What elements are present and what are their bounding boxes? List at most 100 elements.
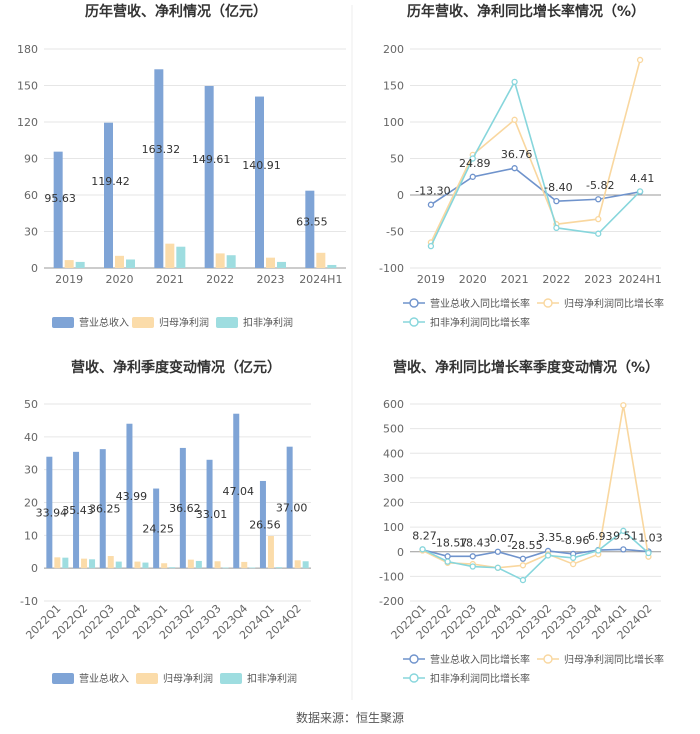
bar (73, 451, 80, 569)
data-label: 3.35 (538, 531, 563, 544)
point (511, 78, 518, 85)
point (469, 173, 476, 180)
y-tick-label: 150 (383, 80, 404, 93)
bar (89, 559, 96, 569)
bar (161, 563, 168, 569)
data-label: -28.55 (507, 539, 542, 552)
bar (54, 557, 61, 569)
legend-swatch (52, 317, 74, 328)
y-tick-label: 100 (383, 116, 404, 129)
point (553, 224, 560, 232)
data-label: 9.51 (613, 529, 638, 542)
x-tick-label: 2023 (257, 273, 285, 286)
series-line (430, 59, 641, 243)
bar (222, 567, 229, 569)
y-tick-label: -10 (20, 595, 38, 608)
y-tick-label: -50 (386, 226, 404, 239)
bar (214, 561, 221, 569)
legend-label: 营业总收入同比增长率 (430, 653, 530, 666)
data-label: 95.63 (44, 192, 76, 205)
y-tick-label: 50 (24, 398, 38, 411)
bar (286, 446, 293, 569)
x-tick-label: 2023 (584, 273, 612, 286)
data-label: -5.82 (586, 179, 614, 192)
point (544, 552, 552, 559)
y-tick-label: 90 (24, 153, 38, 166)
point (494, 564, 502, 571)
x-tick-label: 2019 (55, 273, 83, 286)
bar (165, 243, 175, 268)
legend-label: 营业总收入 (79, 316, 129, 329)
bar (126, 423, 133, 569)
point (427, 242, 435, 250)
bar (204, 85, 214, 268)
point (645, 549, 652, 557)
y-tick-label: 60 (24, 189, 38, 202)
legend-marker (409, 298, 419, 308)
legend-marker (409, 317, 419, 327)
point (636, 56, 644, 64)
y-tick-label: 50 (390, 153, 404, 166)
bar (267, 535, 274, 569)
bar (316, 252, 326, 268)
legend-label: 扣非净利润 (243, 316, 293, 329)
legend-marker (543, 654, 553, 664)
bar (142, 562, 149, 569)
chart-title: 营收、净利同比增长率季度变动情况（%） (393, 359, 659, 376)
x-tick-label: 2024H1 (299, 273, 342, 286)
data-label: -0.07 (486, 532, 514, 545)
x-tick-label: 2020 (459, 273, 487, 286)
bar (327, 264, 337, 268)
y-tick-label: 0 (31, 562, 38, 575)
bar (226, 255, 236, 268)
data-label: -18.57 (432, 536, 467, 549)
point (427, 201, 435, 208)
point (570, 554, 577, 562)
bar (233, 413, 240, 569)
bar (104, 122, 113, 269)
y-tick-label: 500 (383, 423, 404, 436)
legend-label: 归母净利润 (159, 316, 209, 329)
x-tick-label: 2024H1 (618, 273, 661, 286)
bar (75, 261, 85, 268)
legend-marker (543, 298, 553, 308)
data-label: 33.01 (196, 508, 228, 521)
y-tick-label: 400 (383, 447, 404, 460)
point (511, 165, 518, 172)
data-label: 24.25 (142, 522, 174, 535)
bar (305, 190, 315, 268)
bar (259, 480, 266, 569)
data-label: 149.61 (192, 153, 231, 166)
bar (134, 561, 141, 569)
x-tick-label: 2020 (106, 273, 134, 286)
y-tick-label: 600 (383, 398, 404, 411)
y-tick-label: 10 (24, 529, 38, 542)
data-label: 36.25 (89, 503, 121, 516)
legend-marker (409, 673, 419, 683)
y-tick-label: 30 (24, 464, 38, 477)
data-label: 37.00 (276, 501, 308, 514)
x-tick-label: 2021 (501, 273, 529, 286)
point (469, 155, 476, 162)
point (444, 553, 451, 560)
series-line (422, 548, 649, 560)
y-tick-label: 180 (17, 43, 38, 56)
point (595, 230, 602, 237)
y-tick-label: 300 (383, 472, 404, 485)
y-tick-label: 20 (24, 497, 38, 510)
x-tick-label: 2019 (417, 273, 445, 286)
y-tick-label: 0 (397, 546, 404, 559)
series-line (430, 167, 641, 206)
y-tick-label: 0 (31, 262, 38, 275)
point (419, 546, 426, 553)
chart-annual_growth: 历年营收、净利同比增长率情况（%） -100 -50 0 50 100 150 200 2019… (379, 3, 664, 329)
x-tick-label: 2021 (156, 273, 184, 286)
point (519, 562, 527, 569)
bar (266, 257, 275, 268)
data-label: 4.41 (630, 172, 655, 185)
y-tick-label: -100 (379, 262, 404, 275)
bar (115, 255, 124, 268)
point (519, 555, 527, 562)
data-label: -8.96 (561, 534, 589, 547)
